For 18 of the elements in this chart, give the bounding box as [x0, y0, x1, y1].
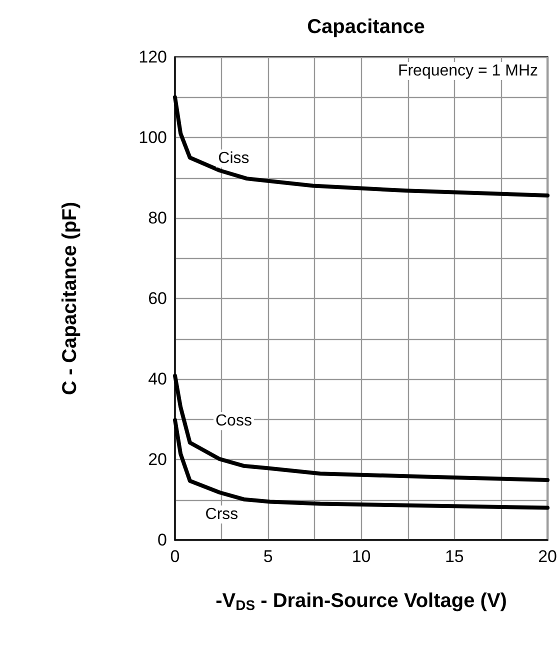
chart-title: Capacitance	[307, 16, 425, 38]
y-tick-label: 100	[138, 128, 167, 147]
series-label: Crss	[205, 506, 238, 524]
series-label: Coss	[215, 412, 252, 430]
x-tick-label: 20	[538, 547, 558, 566]
y-tick-label: 120	[138, 48, 167, 66]
y-tick-label: 20	[148, 450, 167, 469]
series-label: Ciss	[218, 150, 250, 168]
x-tick-label: 15	[444, 547, 464, 566]
x-tick-label: 0	[170, 547, 180, 566]
y-tick-label: 80	[148, 208, 167, 228]
y-axis-title: C - Capacitance (pF)	[59, 202, 81, 396]
annotation: Frequency = 1 MHz	[398, 62, 538, 80]
y-tick-label: 40	[148, 370, 167, 388]
x-tick-label: 5	[263, 547, 273, 566]
y-tick-label: 0	[158, 530, 167, 550]
x-tick-label: 10	[352, 547, 371, 566]
y-tick-label: 60	[148, 289, 167, 308]
